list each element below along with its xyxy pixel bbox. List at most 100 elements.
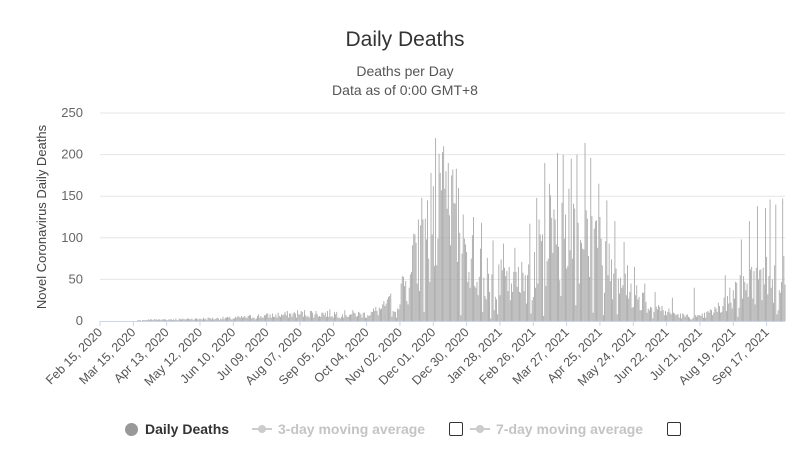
bar[interactable]: [224, 317, 226, 321]
bar[interactable]: [291, 316, 293, 321]
bar[interactable]: [334, 311, 335, 321]
bar[interactable]: [422, 219, 424, 322]
bar[interactable]: [200, 319, 202, 321]
bar[interactable]: [309, 311, 311, 321]
bar[interactable]: [671, 297, 673, 321]
bar[interactable]: [625, 295, 627, 321]
bar[interactable]: [274, 316, 276, 321]
bar[interactable]: [283, 314, 285, 321]
bar[interactable]: [270, 317, 272, 321]
bar[interactable]: [666, 315, 668, 321]
bar[interactable]: [226, 317, 227, 321]
bar[interactable]: [590, 157, 592, 321]
bar[interactable]: [548, 183, 550, 321]
bar[interactable]: [498, 264, 500, 321]
bar[interactable]: [248, 315, 250, 321]
bar[interactable]: [430, 172, 432, 321]
bar[interactable]: [613, 273, 615, 321]
bar[interactable]: [550, 195, 551, 321]
bar[interactable]: [759, 270, 761, 321]
bar[interactable]: [568, 188, 570, 321]
bar[interactable]: [169, 319, 171, 321]
bar[interactable]: [455, 168, 457, 321]
bar[interactable]: [297, 310, 299, 321]
bar[interactable]: [660, 311, 662, 321]
bar[interactable]: [499, 295, 501, 321]
bar[interactable]: [367, 315, 369, 321]
bar[interactable]: [634, 266, 635, 321]
bar[interactable]: [416, 283, 418, 321]
bar[interactable]: [658, 305, 659, 321]
bar[interactable]: [781, 281, 782, 321]
bar[interactable]: [501, 270, 503, 321]
bar[interactable]: [254, 319, 256, 321]
bar[interactable]: [343, 317, 345, 321]
bar[interactable]: [778, 290, 780, 321]
bar[interactable]: [460, 315, 462, 321]
bar[interactable]: [559, 280, 561, 321]
bar[interactable]: [397, 308, 399, 321]
bar[interactable]: [567, 266, 569, 321]
bar[interactable]: [268, 317, 270, 321]
bar[interactable]: [494, 296, 496, 321]
bar[interactable]: [181, 319, 183, 321]
bar[interactable]: [199, 318, 201, 322]
bar[interactable]: [701, 313, 703, 321]
bar[interactable]: [531, 300, 533, 321]
bar[interactable]: [645, 301, 647, 321]
bar[interactable]: [667, 311, 669, 321]
bar[interactable]: [682, 313, 684, 321]
bar[interactable]: [271, 313, 273, 321]
bar[interactable]: [444, 188, 446, 321]
bar[interactable]: [447, 162, 449, 321]
bar[interactable]: [520, 292, 522, 321]
bar[interactable]: [206, 320, 208, 321]
bar[interactable]: [669, 312, 671, 321]
bar[interactable]: [205, 318, 207, 322]
bar[interactable]: [396, 317, 397, 321]
checkbox-7day-average[interactable]: [667, 422, 681, 436]
bar[interactable]: [317, 316, 319, 321]
bar[interactable]: [738, 307, 740, 321]
bar[interactable]: [689, 317, 691, 321]
bar[interactable]: [424, 218, 426, 321]
bar[interactable]: [706, 311, 708, 321]
bar[interactable]: [604, 292, 605, 321]
bar[interactable]: [321, 312, 323, 321]
bar[interactable]: [462, 214, 464, 322]
bar[interactable]: [389, 296, 391, 321]
bar[interactable]: [180, 319, 181, 321]
bar[interactable]: [352, 310, 354, 321]
bar[interactable]: [230, 319, 232, 321]
bar[interactable]: [153, 319, 155, 321]
bar[interactable]: [636, 285, 638, 321]
bar[interactable]: [615, 268, 617, 321]
bar[interactable]: [427, 200, 428, 321]
bar[interactable]: [247, 316, 249, 321]
bar[interactable]: [222, 316, 224, 321]
bar[interactable]: [632, 306, 634, 321]
bar[interactable]: [592, 312, 594, 321]
bar[interactable]: [339, 318, 341, 322]
bar[interactable]: [663, 315, 665, 321]
bar[interactable]: [173, 319, 174, 321]
bar[interactable]: [437, 238, 439, 321]
bar[interactable]: [662, 310, 664, 321]
bar[interactable]: [338, 317, 340, 321]
bar[interactable]: [537, 283, 539, 321]
bar[interactable]: [239, 317, 241, 321]
bar[interactable]: [213, 319, 215, 321]
bar[interactable]: [138, 320, 140, 321]
bar[interactable]: [677, 314, 679, 321]
bar[interactable]: [571, 258, 573, 321]
bar[interactable]: [176, 320, 178, 321]
bar[interactable]: [157, 320, 158, 321]
bar[interactable]: [269, 314, 271, 321]
bar[interactable]: [598, 183, 600, 321]
bar[interactable]: [698, 315, 700, 321]
bar[interactable]: [661, 306, 663, 321]
bar[interactable]: [670, 314, 672, 321]
bar[interactable]: [391, 316, 393, 321]
bar[interactable]: [357, 316, 358, 321]
bar[interactable]: [758, 279, 759, 321]
